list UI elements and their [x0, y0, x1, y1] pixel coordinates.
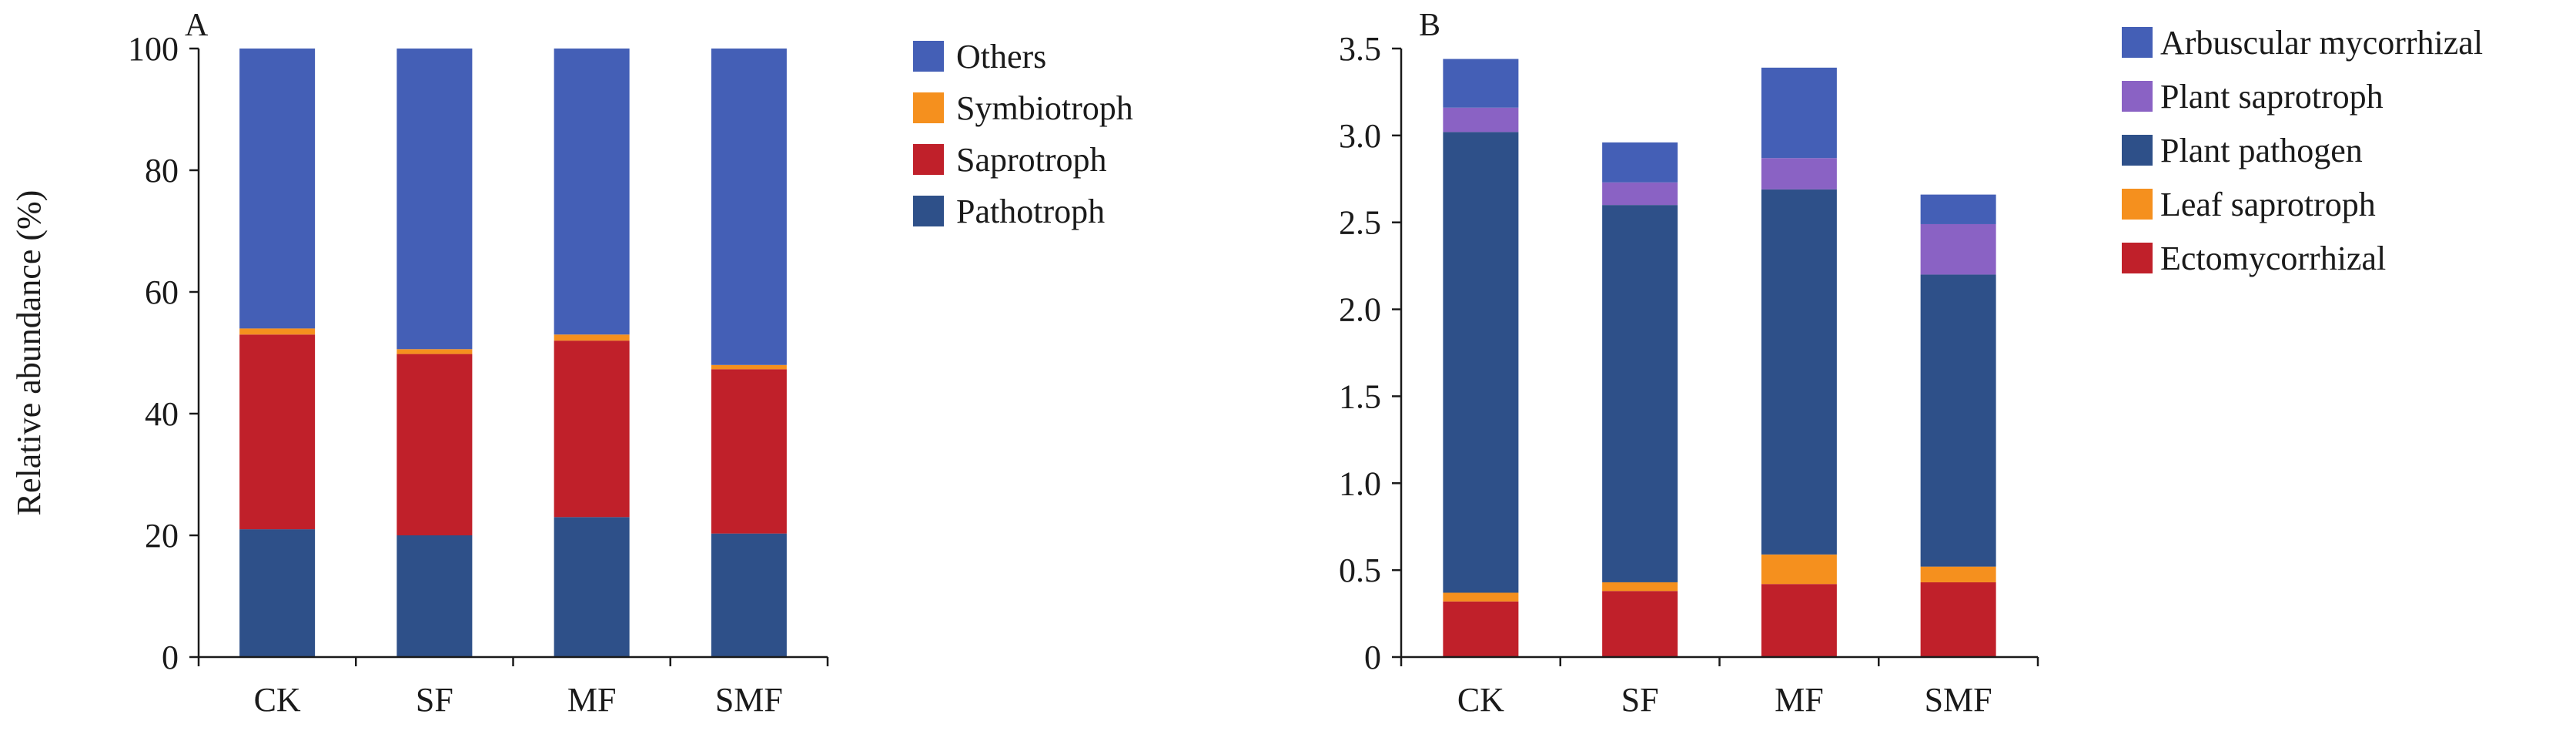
bar-segment-smf-leaf-saprotroph [1920, 566, 1996, 582]
x-tick-label: SF [1621, 681, 1659, 719]
y-tick-label: 3.0 [1339, 117, 1381, 155]
bar-segment-mf-plant-saprotroph [1761, 158, 1837, 189]
bar-segment-smf-ectomycorrhizal [1920, 582, 1996, 657]
bar-segment-sf-plant-pathogen [1602, 205, 1678, 582]
panel-b-chart: CK SF MF SMF 0 0.5 1.0 1.5 2.0 2.5 3.0 3.5 B Arbuscul… [1339, 8, 2483, 719]
bar-segment-sf-pathotroph [396, 535, 473, 657]
bar-segment-ck-saprotroph [239, 334, 316, 530]
legend-swatch [913, 41, 944, 72]
bar-segment-sf-saprotroph [396, 354, 473, 535]
y-tick-label: 60 [145, 273, 179, 311]
y-tick-label: 3.5 [1339, 30, 1381, 68]
y-tick-label: 0 [162, 639, 179, 676]
bar-segment-mf-leaf-saprotroph [1761, 554, 1837, 585]
legend-label: Saprotroph [956, 141, 1107, 179]
y-tick-label: 20 [145, 517, 179, 555]
y-tick-label: 0.5 [1339, 552, 1381, 589]
bar-segment-ck-arbuscular-mycorrhizal [1443, 59, 1519, 108]
bar-segment-mf-ectomycorrhizal [1761, 584, 1837, 657]
legend-swatch [2122, 81, 2153, 112]
legend-label: Pathotroph [956, 193, 1105, 230]
panel-label: A [185, 8, 209, 43]
bar-segment-ck-plant-saprotroph [1443, 107, 1519, 132]
y-axis-title: Relative abundance (%) [10, 190, 48, 516]
bar-segment-smf-symbiotroph [711, 364, 787, 370]
y-tick-label: 2.5 [1339, 204, 1381, 242]
x-tick-label: SMF [1925, 681, 1992, 719]
panel-a-chart: CK SF MF SMF 0 20 40 60 80 100 Relative abundance … [10, 8, 1133, 719]
legend-swatch [2122, 135, 2153, 166]
x-tick-label: SMF [715, 681, 783, 719]
bar-segment-mf-symbiotroph [554, 334, 630, 341]
legend-label: Arbuscular mycorrhizal [2160, 24, 2483, 62]
bar-segment-smf-others [711, 49, 787, 365]
legend-swatch [2122, 189, 2153, 220]
legend-label: Leaf saprotroph [2160, 186, 2376, 223]
bar-segment-smf-pathotroph [711, 533, 787, 657]
bar-segment-sf-symbiotroph [396, 349, 473, 354]
bar-segment-ck-symbiotroph [239, 328, 316, 335]
bar-segment-mf-arbuscular-mycorrhizal [1761, 67, 1837, 159]
x-tick-label: CK [254, 681, 301, 719]
y-tick-label: 100 [128, 30, 179, 68]
bar-segment-mf-saprotroph [554, 340, 630, 518]
legend-swatch [913, 196, 944, 226]
y-tick-label: 40 [145, 395, 179, 433]
legend-label: Symbiotroph [956, 89, 1133, 127]
bar-segment-smf-arbuscular-mycorrhizal [1920, 194, 1996, 224]
bar-segment-ck-leaf-saprotroph [1443, 592, 1519, 602]
x-tick-label: SF [416, 681, 453, 719]
legend-label: Plant pathogen [2160, 132, 2363, 169]
legend-swatch [913, 144, 944, 175]
panel-label: B [1419, 8, 1440, 43]
y-tick-label: 1.0 [1339, 464, 1381, 502]
y-tick-label: 80 [145, 152, 179, 189]
bar-segment-sf-arbuscular-mycorrhizal [1602, 142, 1678, 183]
bar-segment-smf-saprotroph [711, 369, 787, 534]
bar-segment-smf-plant-saprotroph [1920, 223, 1996, 275]
x-tick-label: CK [1457, 681, 1504, 719]
legend-label: Ectomycorrhizal [2160, 240, 2386, 277]
legend-swatch [2122, 27, 2153, 58]
legend-swatch [2122, 243, 2153, 273]
y-tick-label: 2.0 [1339, 291, 1381, 329]
bar-segment-ck-ectomycorrhizal [1443, 601, 1519, 657]
bar-segment-ck-pathotroph [239, 529, 316, 657]
legend-label: Plant saprotroph [2160, 78, 2384, 116]
bar-segment-ck-plant-pathogen [1443, 132, 1519, 593]
bar-segment-sf-ectomycorrhizal [1602, 591, 1678, 657]
bar-segment-mf-others [554, 49, 630, 335]
bar-segment-sf-plant-saprotroph [1602, 182, 1678, 206]
y-tick-label: 1.5 [1339, 377, 1381, 415]
x-tick-label: MF [567, 681, 617, 719]
legend-swatch [913, 92, 944, 123]
bar-segment-ck-others [239, 49, 316, 329]
bar-segment-sf-others [396, 49, 473, 350]
legend-label: Others [956, 38, 1046, 75]
x-tick-label: MF [1775, 681, 1824, 719]
bar-segment-sf-leaf-saprotroph [1602, 582, 1678, 592]
bar-segment-smf-plant-pathogen [1920, 274, 1996, 567]
bar-segment-mf-pathotroph [554, 517, 630, 657]
y-tick-label: 0 [1364, 639, 1381, 676]
bar-segment-mf-plant-pathogen [1761, 189, 1837, 555]
